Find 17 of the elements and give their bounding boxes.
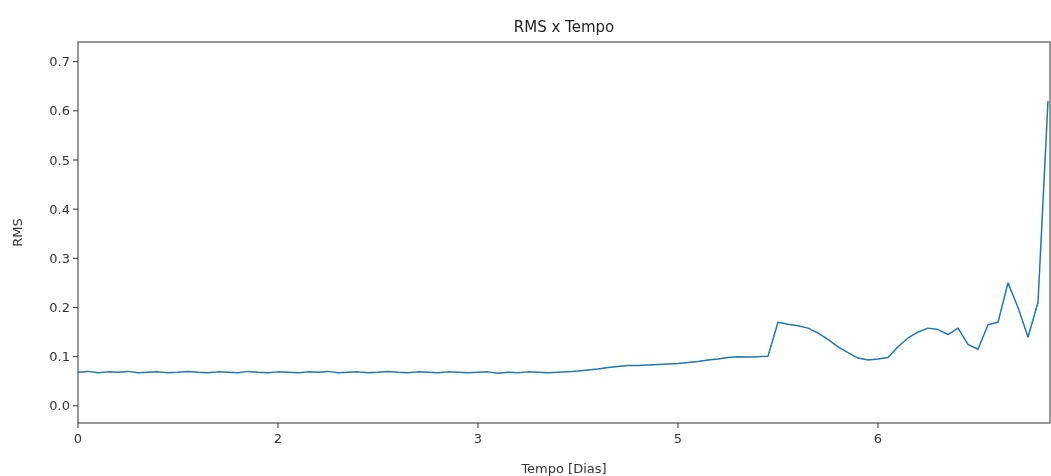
y-tick-label: 0.1 <box>49 349 70 365</box>
x-axis-title: Tempo [Dias] <box>520 461 607 476</box>
y-tick-label: 0.5 <box>49 152 70 168</box>
x-tick-label: 6 <box>873 431 883 446</box>
y-tick-label: 0.3 <box>49 250 70 266</box>
x-tick-label: 5 <box>673 431 683 446</box>
y-tick-label: 0.6 <box>49 103 70 119</box>
y-axis-title: RMS <box>10 218 25 247</box>
x-tick-label: 2 <box>273 431 283 446</box>
y-tick-label: 0.7 <box>49 54 70 70</box>
chart-title: RMS x Tempo <box>513 18 615 36</box>
y-tick-label: 0.4 <box>49 201 70 217</box>
line-series <box>77 100 1049 375</box>
y-tick-label: 0.0 <box>49 398 70 414</box>
y-tick-label: 0.2 <box>49 300 70 316</box>
x-tick-label: 0 <box>73 431 83 446</box>
x-tick-label: 3 <box>473 431 483 446</box>
